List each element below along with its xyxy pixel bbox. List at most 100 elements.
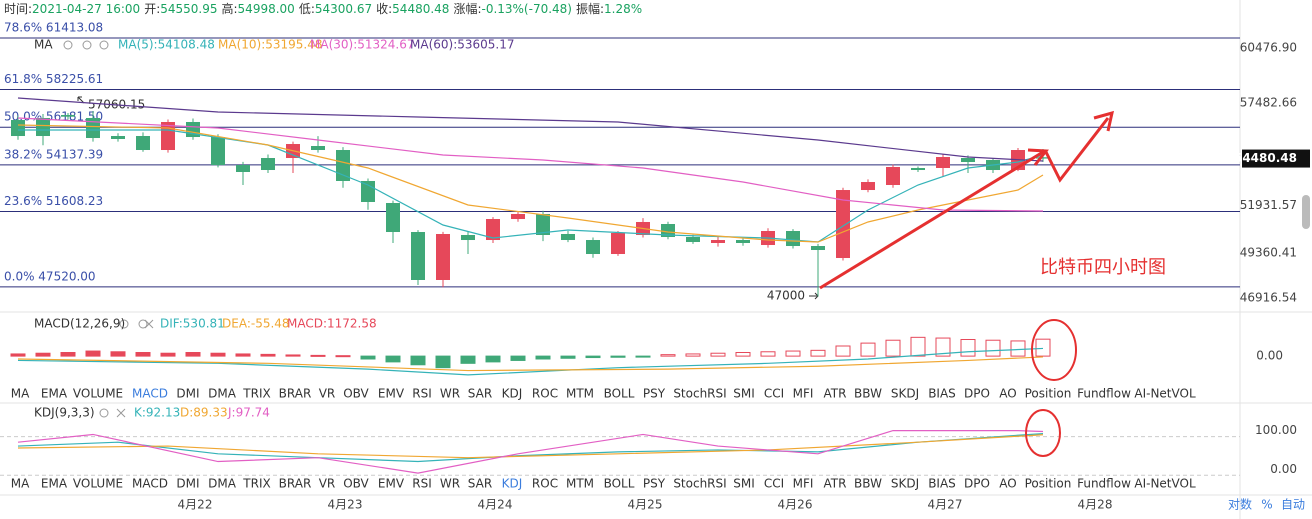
highlight-circle (1031, 319, 1077, 381)
eye-icon[interactable] (119, 319, 129, 329)
indicator-tab[interactable]: ROC (532, 387, 558, 401)
indicator-tab[interactable]: EMV (378, 477, 405, 491)
axis-option[interactable]: 自动 (1281, 498, 1305, 512)
indicator-tab[interactable]: ATR (824, 477, 847, 491)
indicator-tab[interactable]: BOLL (604, 477, 635, 491)
indicator-tab[interactable]: AO (999, 387, 1016, 401)
indicator-tab[interactable]: VOLUME (73, 477, 123, 491)
indicator-tab[interactable]: EMA (41, 387, 68, 401)
candle-body (911, 167, 925, 171)
indicator-tab[interactable]: SMI (733, 477, 755, 491)
indicator-tab[interactable]: Position (1025, 387, 1072, 401)
indicator-tab[interactable]: Position (1025, 477, 1072, 491)
settings-icon[interactable] (138, 319, 148, 329)
indicator-tab[interactable]: DPO (964, 387, 990, 401)
indicator-tab[interactable]: PSY (643, 387, 666, 401)
indicator-tab[interactable]: BBW (854, 387, 882, 401)
y-tick-label: 46916.54 (1240, 291, 1297, 305)
indicator-tab[interactable]: CCI (764, 477, 784, 491)
macd-bar (610, 355, 626, 358)
indicator-tab[interactable]: SAR (468, 387, 492, 401)
indicator-tab[interactable]: DMA (208, 477, 237, 491)
indicator-tab[interactable]: WR (440, 387, 460, 401)
macd-bar (635, 355, 651, 358)
indicator-tab[interactable]: BIAS (928, 387, 956, 401)
indicator-tab[interactable]: BBW (854, 477, 882, 491)
indicator-tab[interactable]: MA (11, 477, 30, 491)
indicator-tab[interactable]: VOLUME (73, 387, 123, 401)
indicator-tab[interactable]: MTM (566, 477, 594, 491)
macd-bar (860, 342, 876, 357)
indicator-tab[interactable]: BRAR (279, 387, 312, 401)
settings-icon[interactable] (82, 40, 92, 50)
indicator-tab[interactable]: OBV (343, 477, 369, 491)
scrollbar[interactable] (1302, 195, 1310, 229)
indicator-tab[interactable]: StochRSI (673, 387, 726, 401)
y-tick-label: 49360.41 (1240, 245, 1297, 259)
indicator-tab[interactable]: ATR (824, 387, 847, 401)
indicator-tab[interactable]: EMV (378, 387, 405, 401)
indicator-tab[interactable]: OBV (343, 387, 369, 401)
indicator-tab[interactable]: RSI (412, 477, 432, 491)
legend-item: DEA:-55.48 (222, 317, 290, 331)
indicator-tab[interactable]: Fundflow (1077, 477, 1131, 491)
indicator-tab[interactable]: DMI (176, 387, 199, 401)
close-icon[interactable] (116, 408, 126, 418)
indicator-tab[interactable]: SKDJ (891, 387, 919, 401)
indicator-tab[interactable]: MACD (132, 387, 168, 401)
candle-body (561, 233, 575, 241)
indicator-tab[interactable]: CCI (764, 387, 784, 401)
indicator-tab[interactable]: AI-NetVOL (1134, 477, 1196, 491)
indicator-tab[interactable]: MFI (793, 387, 814, 401)
candle-body (961, 158, 975, 163)
x-tick-label: 4月25 (628, 498, 663, 512)
macd-bar (560, 355, 576, 359)
indicator-tab[interactable]: BRAR (279, 477, 312, 491)
x-tick-label: 4月24 (478, 498, 513, 512)
info-value: 54300.67 (315, 2, 372, 16)
close-icon[interactable] (144, 319, 154, 329)
indicator-tab[interactable]: SAR (468, 477, 492, 491)
indicator-tab[interactable]: AI-NetVOL (1134, 387, 1196, 401)
indicator-tab[interactable]: StochRSI (673, 477, 726, 491)
macd-bar (335, 355, 351, 358)
indicator-tab[interactable]: KDJ (502, 477, 523, 491)
indicator-tab[interactable]: DMA (208, 387, 237, 401)
indicator-tab[interactable]: SMI (733, 387, 755, 401)
candle-body (211, 137, 225, 166)
macd-bar (485, 355, 501, 363)
arrow-head (1027, 148, 1049, 166)
info-value: 54998.00 (238, 2, 295, 16)
axis-option[interactable]: 对数 (1228, 497, 1252, 512)
eye-icon[interactable] (99, 408, 109, 418)
indicator-tab[interactable]: VR (319, 387, 336, 401)
indicator-tab[interactable]: AO (999, 477, 1016, 491)
indicator-tab[interactable]: TRIX (242, 387, 270, 401)
indicator-tab[interactable]: MTM (566, 387, 594, 401)
indicator-tab[interactable]: Fundflow (1077, 387, 1131, 401)
indicator-tab[interactable]: VR (319, 477, 336, 491)
indicator-tab[interactable]: PSY (643, 477, 666, 491)
ohlc-info: 时间:2021-04-27 16:00 开:54550.95 高:54998.00 低… (4, 1, 642, 16)
fib-label: 50.0% 56181.50 (4, 110, 103, 124)
indicator-tab[interactable]: BIAS (928, 477, 956, 491)
indicator-tab[interactable]: DMI (176, 477, 199, 491)
candle-body (811, 246, 825, 251)
indicator-tab[interactable]: MACD (132, 477, 168, 491)
indicator-tab[interactable]: MA (11, 387, 30, 401)
indicator-tab[interactable]: DPO (964, 477, 990, 491)
close-icon[interactable] (99, 40, 109, 50)
info-value: -0.13%(-70.48) (481, 2, 572, 16)
indicator-tab[interactable]: MFI (793, 477, 814, 491)
axis-option[interactable]: % (1261, 498, 1272, 512)
macd-bar (10, 353, 26, 357)
indicator-tab[interactable]: BOLL (604, 387, 635, 401)
indicator-tab[interactable]: EMA (41, 477, 68, 491)
indicator-tab[interactable]: TRIX (242, 477, 270, 491)
indicator-tab[interactable]: RSI (412, 387, 432, 401)
indicator-tab[interactable]: WR (440, 477, 460, 491)
indicator-tab[interactable]: KDJ (502, 387, 523, 401)
eye-icon[interactable] (63, 40, 73, 50)
indicator-tab[interactable]: SKDJ (891, 477, 919, 491)
indicator-tab[interactable]: ROC (532, 477, 558, 491)
